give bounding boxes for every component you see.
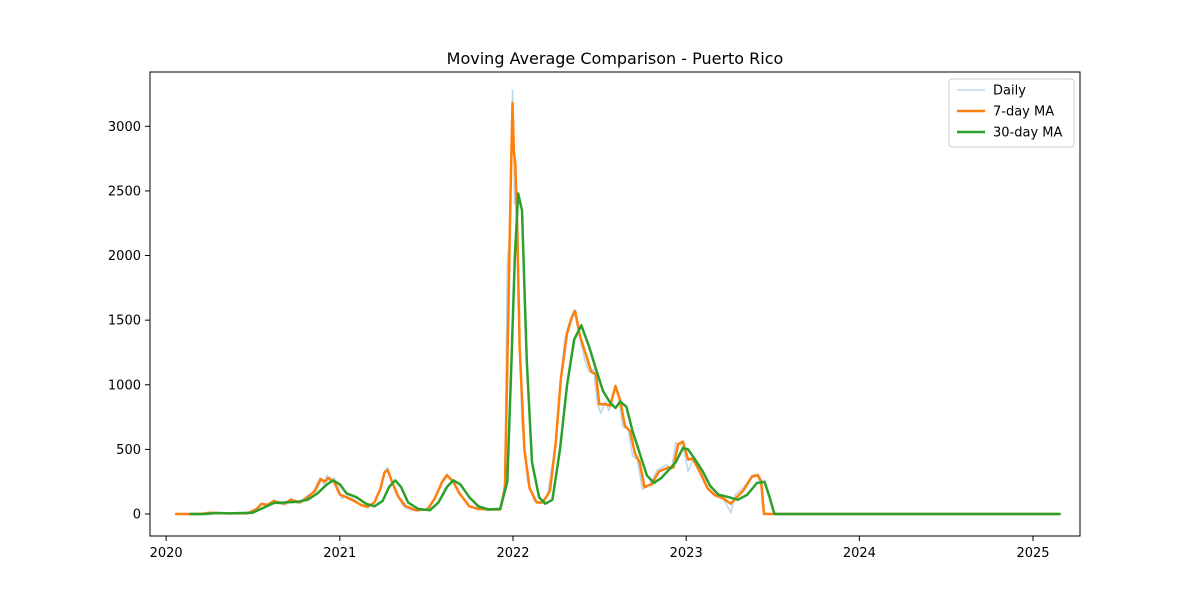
y-tick-label: 0 <box>133 508 141 523</box>
x-tick-label: 2024 <box>843 546 876 561</box>
legend: Daily 7-day MA 30-day MA <box>948 78 1075 148</box>
plot-frame <box>149 71 1081 537</box>
x-tick-label: 2025 <box>1016 546 1049 561</box>
y-tick-label: 500 <box>116 443 141 458</box>
x-tick-label: 2020 <box>150 546 183 561</box>
x-tick-label: 2023 <box>670 546 703 561</box>
legend-label: 7-day MA <box>993 105 1054 120</box>
y-tick-label: 1500 <box>108 314 141 329</box>
x-tick-label: 2021 <box>323 546 356 561</box>
y-tick-label: 3000 <box>108 120 141 135</box>
series-line-7-day-ma <box>174 101 1061 516</box>
plot-lines <box>174 89 1061 516</box>
legend-label: Daily <box>993 84 1026 99</box>
y-tick-label: 2500 <box>108 184 141 199</box>
x-axis: 2020 2021 2022 2023 2024 2025 <box>150 536 1050 561</box>
y-tick-label: 1000 <box>108 378 141 393</box>
chart-title: Moving Average Comparison - Puerto Rico <box>447 49 784 68</box>
legend-entries: Daily 7-day MA 30-day MA <box>957 84 1062 141</box>
legend-label: 30-day MA <box>993 126 1062 141</box>
y-tick-label: 2000 <box>108 249 141 264</box>
legend-frame <box>948 78 1075 148</box>
series-line-30-day-ma <box>189 192 1061 516</box>
y-axis: 0 500 1000 1500 2000 2500 3000 <box>108 120 150 523</box>
x-tick-label: 2022 <box>496 546 529 561</box>
